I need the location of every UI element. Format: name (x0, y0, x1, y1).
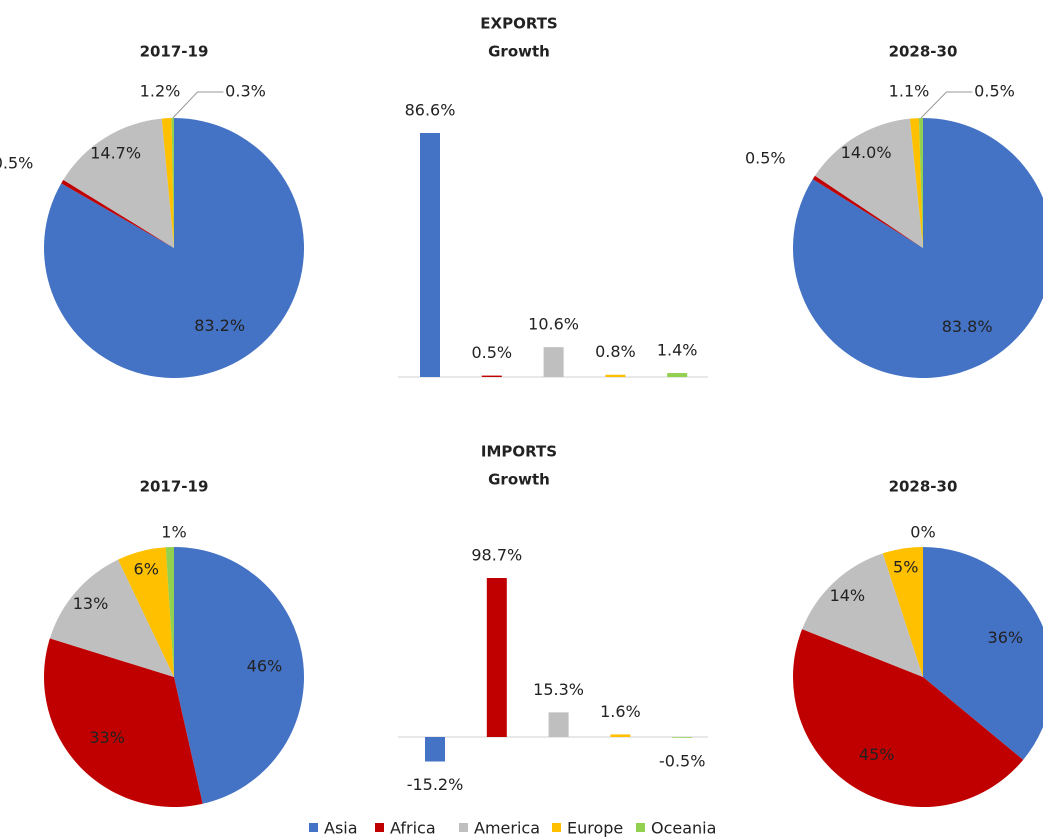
chart-title: IMPORTS (481, 443, 557, 461)
legend-swatch (375, 823, 384, 832)
pie-slice (161, 118, 174, 249)
data-label: 86.6% (405, 101, 456, 120)
data-label: 83.2% (194, 316, 245, 335)
bar (420, 133, 440, 377)
data-label: 0% (910, 523, 935, 542)
pie-slice (909, 118, 923, 249)
data-label: 1.2% (140, 82, 181, 101)
legend-swatch (636, 823, 645, 832)
chart-title: 2028-30 (889, 478, 958, 496)
chart-subtitle: Growth (488, 471, 550, 489)
data-label: 6% (134, 560, 159, 579)
data-label: 0.5% (0, 154, 33, 173)
data-label: 1.6% (600, 702, 641, 721)
data-label: 14.7% (90, 144, 141, 163)
data-label: -15.2% (407, 775, 464, 794)
bar (425, 737, 445, 762)
pie-slice (171, 118, 174, 248)
data-label: -0.5% (659, 751, 705, 770)
legend-label: Oceania (651, 819, 716, 838)
legend-swatch (309, 823, 318, 832)
data-label: 83.8% (942, 317, 993, 336)
data-label: 98.7% (471, 546, 522, 565)
bar (548, 712, 569, 737)
legend-label: Africa (390, 819, 436, 838)
legend-label: Europe (567, 819, 623, 838)
data-label: 33% (89, 728, 125, 747)
pie-slice (923, 547, 1043, 760)
bar (672, 737, 693, 738)
data-label: 10.6% (528, 315, 579, 334)
data-label: 1% (161, 523, 186, 542)
pie-slice (174, 547, 304, 804)
data-label: 36% (988, 628, 1024, 647)
pie-slice (44, 638, 203, 807)
pie-slice (814, 118, 923, 248)
bar (543, 347, 564, 377)
data-label: 0.3% (225, 82, 266, 101)
pie-slice (793, 118, 1043, 378)
data-label: 14.0% (841, 143, 892, 162)
legend-swatch (552, 823, 561, 832)
chart-title: 2028-30 (889, 43, 958, 61)
data-label: 14% (830, 586, 866, 605)
leader-line (920, 91, 973, 119)
pie-slice (49, 559, 174, 677)
pie-slice (792, 629, 1024, 808)
data-label: 15.3% (533, 680, 584, 699)
data-label: 0.5% (745, 148, 786, 167)
bar (605, 374, 626, 377)
data-label: 0.5% (974, 82, 1015, 101)
pie-slice (882, 547, 923, 677)
pie-slice (63, 118, 175, 249)
data-label: 1.4% (657, 341, 698, 360)
chart-title: EXPORTS (480, 15, 557, 33)
data-label: 0.8% (595, 342, 636, 361)
pie-slice (118, 547, 174, 677)
bar (481, 375, 502, 377)
chart-title: 2017-19 (140, 478, 209, 496)
legend-label: Asia (324, 819, 358, 838)
pie-slice (802, 553, 923, 677)
leader-line (172, 91, 224, 119)
data-label: 13% (73, 594, 109, 613)
pie-slice (61, 179, 174, 248)
pie-slice (812, 175, 923, 248)
data-label: 45% (859, 745, 895, 764)
data-label: 46% (247, 656, 283, 675)
legend-label: America (474, 819, 540, 838)
data-label: 5% (893, 557, 918, 576)
data-label: 0.5% (471, 343, 512, 362)
data-label: 1.1% (889, 82, 930, 101)
bar (610, 734, 631, 737)
chart-title: 2017-19 (140, 43, 209, 61)
pie-slice (918, 118, 923, 248)
bar (486, 578, 507, 737)
pie-slice (165, 547, 174, 677)
bar (667, 373, 688, 377)
legend-swatch (459, 823, 468, 832)
chart-subtitle: Growth (488, 43, 550, 61)
